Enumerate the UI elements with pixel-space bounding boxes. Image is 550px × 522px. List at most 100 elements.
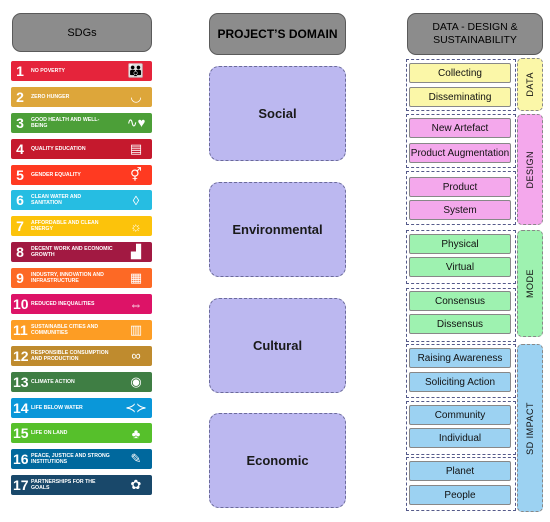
water-drop-icon: ◊: [132, 192, 140, 208]
group-mode-consensus: [406, 288, 516, 342]
sdg-number: 14: [13, 399, 29, 416]
sdg-name: NO POVERTY: [31, 68, 66, 74]
item-label: Product Augmentation: [410, 147, 510, 159]
sdg-tile: 5 GENDER EQUALITY ⚥: [11, 164, 152, 185]
domain-economic: Economic: [209, 413, 346, 508]
dove-icon: ✎: [130, 451, 142, 467]
bowl-icon: ◡: [130, 88, 142, 104]
item-label: Soliciting Action: [424, 376, 496, 388]
sdg-number: 8: [16, 244, 24, 261]
sdg-tile: 13 CLIMATE ACTION ◉: [11, 371, 152, 392]
item-label: System: [443, 204, 477, 216]
item-label: Community: [434, 409, 486, 421]
project-domain-header: PROJECT’S DOMAIN: [209, 13, 346, 55]
item-raising-awareness: Raising Awareness: [409, 348, 511, 368]
sdg-tile: 9 INDUSTRY, INNOVATION AND INFRASTRUCTURE…: [11, 268, 152, 289]
category-label: SD IMPACT: [525, 401, 535, 455]
group-data: [406, 59, 516, 111]
sdg-tile: 6 CLEAN WATER AND SANITATION ◊: [11, 190, 152, 211]
sdg-name: REDUCED INEQUALITIES: [31, 301, 95, 308]
growth-chart-icon: ▟: [131, 244, 141, 260]
heartbeat-icon: ∿♥: [126, 114, 146, 130]
sdg-number: 9: [16, 270, 24, 287]
item-community: Community: [409, 405, 511, 425]
item-label: Raising Awareness: [417, 352, 503, 364]
domain-label: Economic: [246, 453, 309, 468]
item-consensus: Consensus: [409, 291, 511, 311]
sdg-name: LIFE BELOW WATER: [31, 404, 83, 411]
item-label: New Artefact: [431, 122, 489, 134]
fish-icon: ≺≻: [125, 399, 147, 415]
item-label: Collecting: [438, 67, 482, 79]
tree-icon: ♣: [131, 425, 141, 441]
item-label: Physical: [441, 238, 479, 250]
sdg-name: RESPONSIBLE CONSUMPTION AND PRODUCTION: [31, 349, 109, 362]
sdg-name: CLEAN WATER AND SANITATION: [31, 194, 82, 207]
sdg-name: SUSTAINABLE CITIES AND COMMUNITIES: [31, 323, 99, 336]
sdg-number: 15: [13, 425, 29, 442]
sdgs-header-label: SDGs: [67, 26, 97, 39]
group-impact-planet: [406, 457, 516, 511]
item-system: System: [409, 200, 511, 220]
eye-globe-icon: ◉: [130, 373, 142, 389]
sdg-tile: 2 ZERO HUNGER ◡: [11, 86, 152, 107]
sdg-tile: 4 QUALITY EDUCATION ▤: [11, 138, 152, 159]
sdg-number: 12: [13, 347, 29, 364]
item-label: Product: [442, 181, 478, 193]
group-design-type: [406, 171, 516, 225]
people-icon: 👪: [127, 63, 145, 78]
sdg-number: 1: [16, 63, 24, 79]
category-data: DATA: [517, 58, 543, 111]
group-mode-physical: [406, 230, 516, 284]
cubes-icon: ▦: [129, 270, 143, 286]
sdg-number: 6: [16, 192, 24, 209]
sun-icon: ☼: [130, 218, 142, 234]
item-new-artefact: New Artefact: [409, 118, 511, 138]
item-product: Product: [409, 177, 511, 197]
group-impact-community: [406, 401, 516, 455]
sdg-number: 5: [16, 166, 24, 183]
sdg-tile: 8 DECENT WORK AND ECONOMIC GROWTH ▟: [11, 242, 152, 263]
sdg-name: AFFORDABLE AND CLEAN ENERGY: [31, 220, 99, 233]
sdg-tile: 10 REDUCED INEQUALITIES ⇔: [11, 294, 152, 315]
category-mode: MODE: [517, 230, 543, 337]
sdg-number: 11: [13, 321, 28, 338]
sdg-name: ZERO HUNGER: [31, 93, 70, 100]
sdg-number: 16: [13, 451, 29, 468]
sdg-tile: 1 NO POVERTY 👪: [11, 61, 152, 81]
sdg-name: INDUSTRY, INNOVATION AND INFRASTRUCTURE: [31, 272, 104, 285]
sdg-tile: 12 RESPONSIBLE CONSUMPTION AND PRODUCTION…: [11, 345, 152, 366]
sdg-number: 4: [16, 140, 24, 157]
sdg-name: GOOD HEALTH AND WELL-BEING: [31, 116, 100, 129]
sdg-name: DECENT WORK AND ECONOMIC GROWTH: [31, 246, 113, 259]
item-physical: Physical: [409, 234, 511, 254]
sdg-tile: 16 PEACE, JUSTICE AND STRONG INSTITUTIONS…: [11, 449, 152, 470]
item-disseminating: Disseminating: [409, 87, 511, 107]
group-impact-awareness: [406, 344, 516, 398]
group-design-artefact: [406, 114, 516, 168]
sdg-number: 3: [16, 114, 24, 131]
item-label: Planet: [445, 465, 475, 477]
sdg-number: 17: [13, 477, 29, 494]
item-virtual: Virtual: [409, 257, 511, 277]
domain-environmental: Environmental: [209, 182, 346, 277]
gender-icon: ⚥: [130, 166, 142, 182]
item-label: Virtual: [445, 261, 475, 273]
sdg-number: 2: [16, 88, 24, 105]
category-label: DESIGN: [525, 150, 535, 189]
domain-label: Environmental: [232, 222, 323, 237]
sdg-name: LIFE ON LAND: [31, 430, 68, 437]
sdg-tile: 14 LIFE BELOW WATER ≺≻: [11, 397, 152, 418]
infinity-icon: ∞: [131, 348, 141, 364]
project-domain-header-label: PROJECT’S DOMAIN: [217, 27, 338, 41]
sdg-name: QUALITY EDUCATION: [31, 145, 86, 152]
sdg-tile: 15 LIFE ON LAND ♣: [11, 423, 152, 444]
sdg-number: 10: [13, 296, 29, 313]
item-dissensus: Dissensus: [409, 314, 511, 334]
sdg-tile: 11 SUSTAINABLE CITIES AND COMMUNITIES ▥: [11, 319, 152, 340]
domain-label: Social: [258, 106, 297, 121]
flower-rings-icon: ✿: [130, 477, 142, 493]
domain-cultural: Cultural: [209, 298, 346, 393]
sdg-list: 1 NO POVERTY 👪 2 ZERO HUNGER ◡ 3 GOOD HEALTH AN…: [11, 61, 152, 501]
sdg-name: PARTNERSHIPS FOR THE GOALS: [31, 479, 96, 492]
